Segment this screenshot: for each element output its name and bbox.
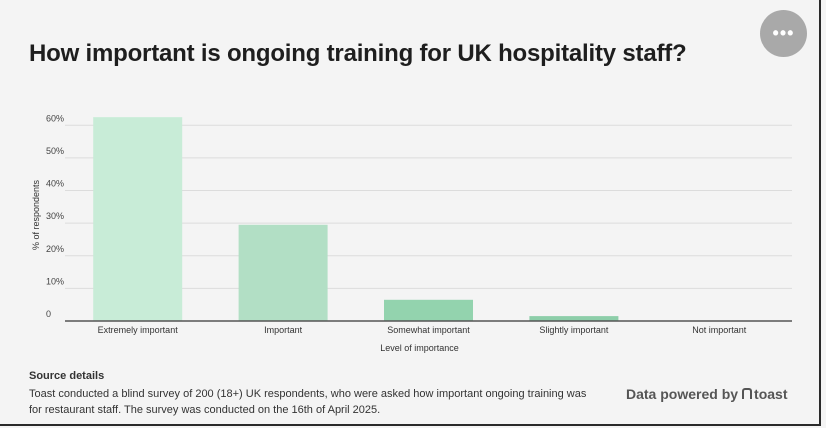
bar-chart: 0 10% 20% 30% 40% 50% 60% Extremely important Im… — [31, 113, 792, 353]
bar — [529, 316, 619, 321]
x-tick-label: Important — [264, 325, 303, 335]
more-icon: ••• — [772, 23, 795, 43]
y-tick-label: 10% — [46, 276, 64, 286]
y-axis-label: % of respondents — [31, 179, 41, 250]
y-tick-label: 20% — [46, 244, 64, 254]
y-tick-label: 30% — [46, 211, 64, 221]
page-title: How important is ongoing training for UK… — [29, 40, 687, 67]
x-tick-label: Not important — [692, 325, 747, 335]
toast-logo: toast — [742, 386, 787, 402]
x-axis-label: Level of importance — [380, 343, 459, 353]
bar — [384, 299, 473, 321]
y-tick-label: 60% — [46, 113, 64, 123]
powered-label: Data powered by — [626, 386, 739, 402]
y-tick-label: 40% — [46, 179, 64, 189]
source-details-text: Toast conducted a blind survey of 200 (1… — [29, 388, 587, 416]
x-tick-label: Somewhat important — [387, 325, 470, 335]
source-details-heading: Source details — [29, 370, 105, 382]
bar — [238, 224, 328, 321]
bar — [93, 117, 183, 322]
toast-bread-icon — [742, 387, 753, 399]
x-tick-label: Extremely important — [98, 325, 179, 335]
toast-brand-name: toast — [754, 386, 788, 402]
y-tick-label: 0 — [46, 309, 51, 319]
x-tick-label: Slightly important — [539, 325, 609, 335]
data-powered-by: Data powered by toast — [626, 386, 787, 402]
more-options-button[interactable]: ••• — [760, 10, 807, 57]
y-tick-label: 50% — [46, 146, 64, 156]
